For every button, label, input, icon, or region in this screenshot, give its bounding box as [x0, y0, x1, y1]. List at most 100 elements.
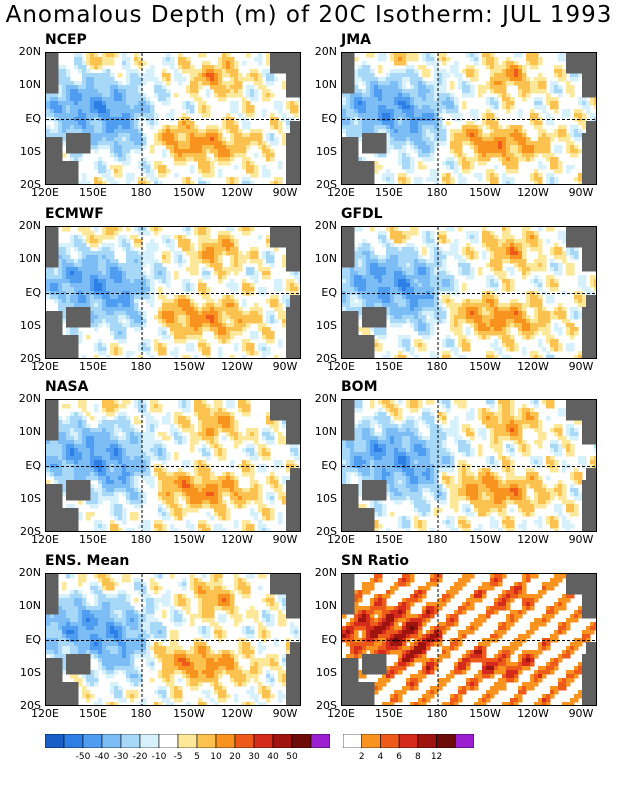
map-cell: [146, 161, 151, 166]
map-cell: [238, 307, 243, 312]
map-cell: [98, 121, 103, 126]
map-cell: [190, 93, 195, 98]
map-cell: [442, 137, 447, 142]
land-cell: [294, 315, 299, 320]
map-cell: [538, 137, 543, 142]
map-cell: [270, 121, 275, 126]
map-cell: [398, 149, 403, 154]
map-cell: [198, 161, 203, 166]
map-cell: [442, 173, 447, 178]
map-cell: [190, 255, 195, 260]
lon-tick-label: 150W: [173, 360, 205, 373]
map-cell: [98, 169, 103, 174]
map-cell: [202, 259, 207, 264]
land-cell: [590, 53, 595, 58]
map-cell: [526, 53, 531, 58]
map-cell: [266, 331, 271, 336]
lon-tick-label: 150E: [79, 186, 107, 199]
land-cell: [362, 141, 367, 146]
land-cell: [50, 61, 55, 66]
land-cell: [66, 315, 71, 320]
map-cell: [230, 235, 235, 240]
land-cell: [294, 93, 299, 98]
map-cell: [222, 69, 227, 74]
map-cell: [474, 235, 479, 240]
land-cell: [70, 355, 75, 358]
map-cell: [186, 57, 191, 62]
land-cell: [370, 173, 375, 178]
map-cell: [254, 315, 259, 320]
land-cell: [270, 231, 275, 236]
land-cell: [382, 137, 387, 142]
map-cell: [218, 65, 223, 70]
map-cell: [518, 113, 523, 118]
map-cell: [278, 283, 283, 288]
map-cell: [462, 181, 467, 184]
map-cell: [274, 279, 279, 284]
map-cell: [194, 267, 199, 272]
map-cell: [74, 113, 79, 118]
land-cell: [298, 61, 300, 66]
map-cell: [142, 61, 147, 66]
map-cell: [454, 73, 459, 78]
land-cell: [74, 173, 79, 178]
map-cell: [118, 351, 123, 356]
map-cell: [578, 109, 583, 114]
map-cell: [82, 65, 87, 70]
map-cell: [474, 77, 479, 82]
land-cell: [290, 351, 295, 356]
map-cell: [242, 161, 247, 166]
map-cell: [222, 153, 227, 158]
map-cell: [442, 97, 447, 102]
land-cell: [46, 137, 51, 142]
land-cell: [70, 307, 75, 312]
map-cell: [414, 133, 419, 138]
map-cell: [222, 231, 227, 236]
land-cell: [298, 149, 300, 154]
map-cell: [98, 129, 103, 134]
land-cell: [50, 153, 55, 158]
map-cell: [70, 331, 75, 336]
land-cell: [582, 153, 587, 158]
map-cell: [90, 303, 95, 308]
map-cell: [50, 105, 55, 110]
map-cell: [378, 65, 383, 70]
land-cell: [286, 239, 291, 244]
map-cell: [210, 311, 215, 316]
map-cell: [182, 137, 187, 142]
map-cell: [166, 235, 171, 240]
map-cell: [354, 121, 359, 126]
map-cell: [206, 311, 211, 316]
land-cell: [46, 227, 51, 232]
map-cell: [162, 141, 167, 146]
map-cell: [66, 247, 71, 252]
map-cell: [62, 271, 67, 276]
map-cell: [350, 125, 355, 130]
land-cell: [346, 53, 351, 58]
map-cell: [258, 129, 263, 134]
land-cell: [594, 73, 596, 78]
map-cell: [274, 177, 279, 182]
map-cell: [274, 105, 279, 110]
map-cell: [218, 299, 223, 304]
map-cell: [382, 235, 387, 240]
map-cell: [138, 57, 143, 62]
map-cell: [102, 311, 107, 316]
land-cell: [282, 65, 287, 70]
map-cell: [442, 93, 447, 98]
map-cell: [118, 121, 123, 126]
map-cell: [498, 89, 503, 94]
map-cell: [102, 169, 107, 174]
land-cell: [298, 177, 300, 182]
map-cell: [202, 165, 207, 170]
map-cell: [134, 267, 139, 272]
map-cell: [178, 311, 183, 316]
map-cell: [426, 101, 431, 106]
map-cell: [462, 69, 467, 74]
map-cell: [94, 97, 99, 102]
map-cell: [126, 311, 131, 316]
map-cell: [438, 117, 443, 122]
map-cell: [138, 65, 143, 70]
map-cell: [134, 105, 139, 110]
map-cell: [158, 165, 163, 170]
